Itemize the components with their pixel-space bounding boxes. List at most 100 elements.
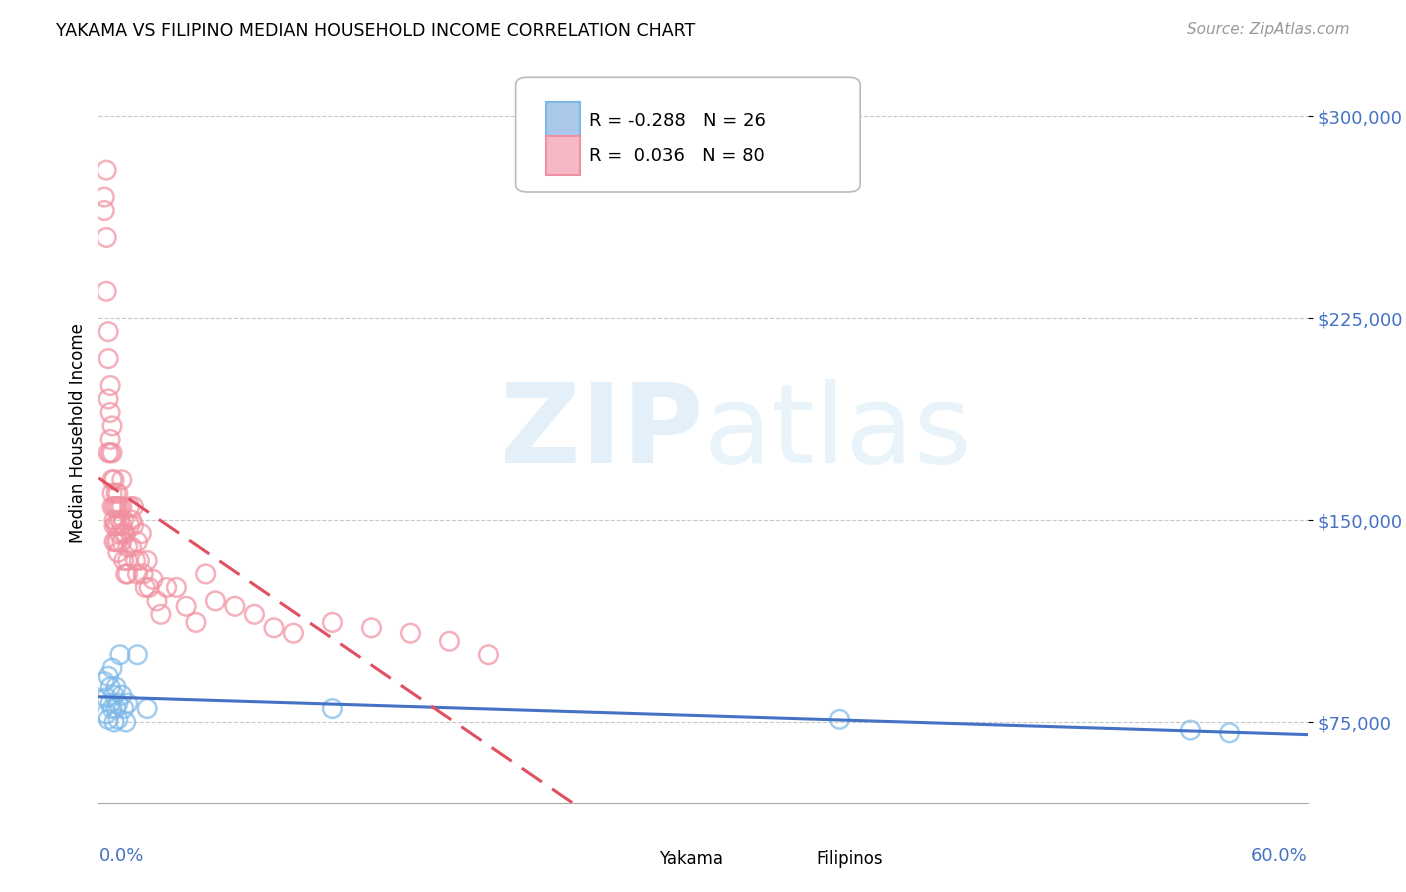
- Point: [360, 621, 382, 635]
- Point: [184, 615, 207, 630]
- Point: [283, 626, 305, 640]
- Point: [111, 688, 134, 702]
- Point: [121, 540, 143, 554]
- Point: [477, 648, 499, 662]
- Point: [96, 285, 118, 299]
- Point: [104, 518, 127, 533]
- Point: [112, 526, 135, 541]
- Point: [96, 230, 118, 244]
- Point: [165, 581, 187, 595]
- Point: [104, 534, 127, 549]
- Point: [97, 712, 120, 726]
- Point: [117, 566, 139, 581]
- Point: [127, 648, 149, 662]
- Point: [174, 599, 197, 614]
- Point: [127, 566, 149, 581]
- Point: [103, 473, 125, 487]
- Point: [112, 701, 135, 715]
- Text: 0.0%: 0.0%: [98, 847, 143, 865]
- Point: [399, 626, 422, 640]
- Point: [124, 553, 146, 567]
- Point: [97, 392, 120, 406]
- Point: [104, 486, 127, 500]
- Point: [112, 513, 135, 527]
- Point: [111, 473, 134, 487]
- Point: [107, 518, 129, 533]
- Point: [204, 594, 226, 608]
- Point: [439, 634, 461, 648]
- Point: [96, 163, 118, 178]
- Point: [194, 566, 217, 581]
- Point: [111, 534, 134, 549]
- Text: Source: ZipAtlas.com: Source: ZipAtlas.com: [1187, 22, 1350, 37]
- Point: [112, 553, 135, 567]
- Point: [136, 701, 159, 715]
- Point: [114, 526, 136, 541]
- Point: [96, 690, 118, 705]
- Point: [156, 581, 179, 595]
- Point: [1180, 723, 1202, 738]
- Point: [121, 513, 143, 527]
- Point: [118, 500, 141, 514]
- Point: [828, 712, 851, 726]
- Point: [107, 545, 129, 559]
- Point: [101, 661, 124, 675]
- Point: [107, 712, 129, 726]
- Point: [149, 607, 172, 622]
- Text: atlas: atlas: [703, 379, 972, 486]
- Point: [93, 674, 115, 689]
- Point: [103, 518, 125, 533]
- Point: [243, 607, 266, 622]
- Point: [127, 534, 149, 549]
- Point: [321, 615, 343, 630]
- Point: [103, 500, 125, 514]
- Point: [111, 518, 134, 533]
- Point: [98, 378, 121, 392]
- Point: [134, 581, 156, 595]
- Point: [96, 706, 118, 721]
- Point: [103, 688, 125, 702]
- Point: [118, 518, 141, 533]
- Point: [103, 534, 125, 549]
- Point: [122, 518, 145, 533]
- Point: [122, 500, 145, 514]
- Point: [98, 433, 121, 447]
- Bar: [546, 102, 579, 140]
- Point: [131, 526, 153, 541]
- Point: [224, 599, 246, 614]
- Point: [101, 500, 124, 514]
- Point: [98, 680, 121, 694]
- Bar: [546, 136, 579, 175]
- Point: [107, 500, 129, 514]
- Point: [97, 351, 120, 366]
- Point: [108, 648, 131, 662]
- Point: [104, 500, 127, 514]
- Point: [101, 446, 124, 460]
- Point: [97, 669, 120, 683]
- Point: [98, 446, 121, 460]
- Point: [132, 566, 155, 581]
- Point: [142, 572, 165, 586]
- Point: [103, 714, 125, 729]
- Point: [101, 486, 124, 500]
- Point: [117, 696, 139, 710]
- Point: [107, 534, 129, 549]
- Point: [1219, 726, 1241, 740]
- Text: R = -0.288   N = 26: R = -0.288 N = 26: [589, 112, 766, 130]
- Point: [107, 486, 129, 500]
- Point: [114, 714, 136, 729]
- Point: [128, 553, 150, 567]
- Point: [104, 701, 127, 715]
- Bar: [619, 844, 652, 871]
- Point: [138, 581, 160, 595]
- Text: Yakama: Yakama: [659, 850, 724, 868]
- Point: [117, 553, 139, 567]
- FancyBboxPatch shape: [516, 78, 860, 192]
- Point: [321, 701, 343, 715]
- Point: [97, 325, 120, 339]
- Point: [101, 473, 124, 487]
- Point: [108, 513, 131, 527]
- Bar: [776, 844, 810, 871]
- Point: [104, 680, 127, 694]
- Point: [108, 526, 131, 541]
